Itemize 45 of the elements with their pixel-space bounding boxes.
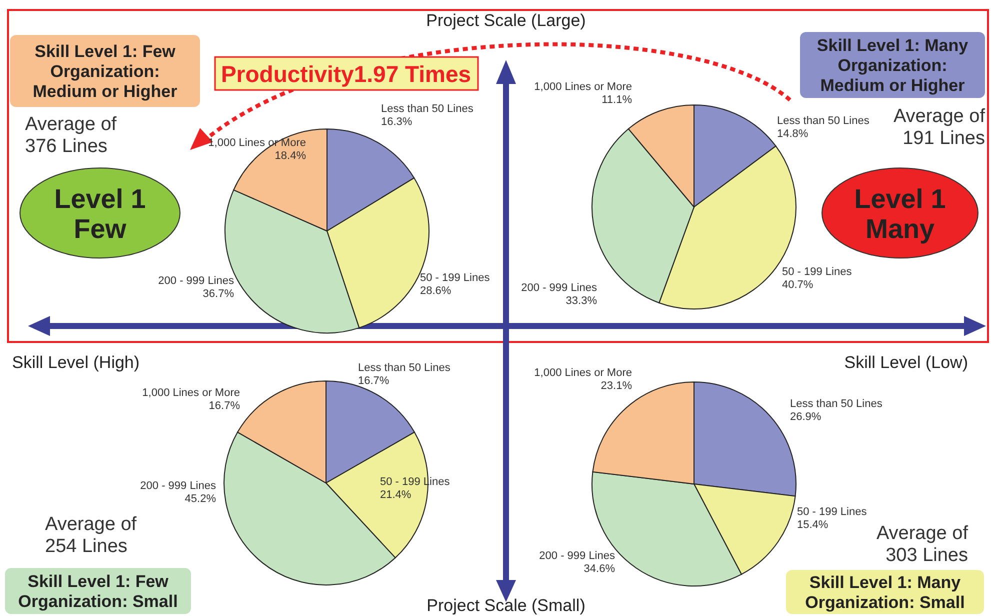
chart-title: Skill Level 1: Many Organization: Medium or Higher — [816, 36, 969, 95]
data-label: 26.9% — [790, 411, 822, 423]
data-label: 45.2% — [184, 493, 216, 505]
text: Project Scale (Small) — [426, 596, 586, 615]
data-label: 36.7% — [202, 288, 234, 300]
data-label: 28.6% — [420, 285, 452, 297]
data-label: 16.7% — [358, 375, 390, 387]
data-label: 16.3% — [381, 116, 412, 128]
text: Skill Level 1: Many Organization: Small — [805, 573, 965, 612]
data-label: 40.7% — [782, 279, 814, 291]
text: Project Scale (Large) — [426, 11, 586, 30]
slice-label: 50 - 199 Lines — [797, 506, 868, 518]
data-label: 34.6% — [584, 563, 616, 575]
slice-label: 1,000 Lines or More — [142, 387, 240, 399]
slice-label: Less than 50 Lines — [777, 115, 870, 127]
slice-label: 50 - 199 Lines — [420, 272, 490, 284]
data-label: 33.3% — [566, 295, 598, 307]
slice-label: Less than 50 Lines — [381, 103, 474, 115]
chart-title: Skill Level 1: Few Organization: Medium or Higher — [32, 42, 178, 101]
text: Level 1 Few — [54, 184, 146, 244]
text: Productivity1.97 Times — [220, 61, 472, 87]
slice-label: Less than 50 Lines — [358, 362, 451, 374]
text: Average of 254 Lines — [45, 514, 138, 557]
data-label: 21.4% — [380, 489, 412, 501]
text: Average of 303 Lines — [876, 523, 969, 566]
text: Skill Level (High) — [12, 353, 140, 372]
text: Skill Level 1: Few Organization: Small — [18, 572, 178, 611]
data-label: 18.4% — [274, 150, 306, 162]
text: Level 1 Many — [854, 184, 946, 244]
slice-label: 50 - 199 Lines — [782, 266, 852, 278]
data-label: 23.1% — [600, 380, 632, 392]
text: Average of 191 Lines — [893, 106, 986, 149]
text: Skill Level (Low) — [844, 353, 968, 372]
slice-label: 200 - 999 Lines — [140, 480, 216, 492]
slice-label: 1,000 Lines or More — [534, 367, 632, 379]
data-label: 11.1% — [602, 94, 632, 106]
slice-label: 200 - 999 Lines — [158, 275, 234, 287]
slice-label: 200 - 999 Lines — [539, 550, 616, 562]
slice-label: 1,000 Lines or More — [534, 81, 632, 93]
text: Average of 376 Lines — [25, 114, 118, 157]
data-label: 15.4% — [797, 519, 828, 531]
slice-label: 200 - 999 Lines — [521, 282, 598, 294]
data-label: 14.8% — [777, 128, 808, 140]
data-label: 16.7% — [208, 400, 240, 412]
slice-label: Less than 50 Lines — [790, 398, 883, 410]
